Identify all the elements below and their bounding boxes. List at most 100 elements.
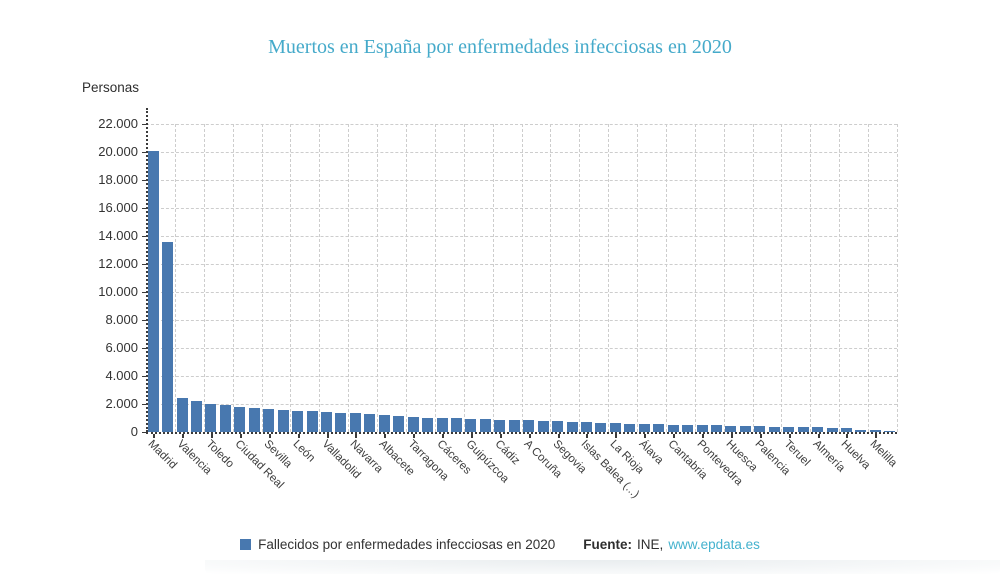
bar[interactable] [465, 418, 477, 432]
bar[interactable] [552, 421, 564, 432]
source-line: Fuente: INE, www.epdata.es [583, 537, 760, 552]
v-gridline [290, 124, 292, 432]
v-gridline [405, 124, 407, 432]
bar[interactable] [638, 424, 650, 432]
bar[interactable] [162, 241, 174, 432]
v-gridline [839, 124, 841, 432]
v-gridline [637, 124, 639, 432]
x-tick-mark [239, 434, 242, 438]
bar[interactable] [292, 410, 304, 432]
x-tick-label: León [290, 438, 317, 465]
bar[interactable] [407, 416, 419, 432]
y-tick-label: 10.000 [98, 284, 138, 299]
bar[interactable] [248, 407, 260, 432]
bar[interactable] [566, 422, 578, 432]
v-gridline [463, 124, 465, 432]
v-gridline [174, 124, 176, 432]
x-tick-mark [528, 434, 531, 438]
bar[interactable] [234, 406, 246, 432]
bar[interactable] [378, 415, 390, 432]
source-prefix: Fuente: [583, 537, 633, 552]
bar[interactable] [710, 425, 722, 432]
v-gridline [897, 124, 898, 432]
y-tick-label: 22.000 [98, 116, 138, 131]
bar[interactable] [508, 420, 520, 432]
bar[interactable] [147, 150, 159, 432]
x-tick-mark [702, 434, 705, 438]
bar[interactable] [393, 416, 405, 432]
bar[interactable] [219, 404, 231, 432]
bar[interactable] [840, 427, 852, 432]
y-tick-label: 2.000 [105, 396, 138, 411]
bar[interactable] [624, 423, 636, 432]
bar[interactable] [436, 418, 448, 432]
legend-swatch-icon [240, 539, 252, 550]
bar[interactable] [523, 420, 535, 432]
bar[interactable] [349, 413, 361, 432]
bar[interactable] [335, 412, 347, 432]
x-tick-mark [326, 434, 329, 438]
bar[interactable] [682, 424, 694, 432]
bar[interactable] [306, 411, 318, 432]
y-tick-label: 20.000 [98, 144, 138, 159]
bar[interactable] [479, 418, 491, 432]
bar[interactable] [422, 417, 434, 432]
x-tick-mark [644, 434, 647, 438]
bar[interactable] [191, 400, 203, 432]
v-gridline [752, 124, 754, 432]
y-tick-mark [142, 124, 146, 125]
bar[interactable] [321, 411, 333, 432]
bar[interactable] [826, 427, 838, 432]
x-tick-mark [817, 434, 820, 438]
y-tick-label: 16.000 [98, 200, 138, 215]
bar[interactable] [783, 426, 795, 432]
bar[interactable] [176, 398, 188, 432]
y-tick-label: 14.000 [98, 228, 138, 243]
y-tick-mark [142, 180, 146, 181]
v-gridline [723, 124, 725, 432]
v-gridline [694, 124, 696, 432]
bar[interactable] [797, 427, 809, 432]
bar[interactable] [884, 431, 896, 432]
x-tick-mark [846, 434, 849, 438]
v-gridline [434, 124, 436, 432]
x-tick-mark [673, 434, 676, 438]
x-tick-mark [557, 434, 560, 438]
bar[interactable] [696, 425, 708, 432]
v-gridline [550, 124, 552, 432]
v-gridline [608, 124, 610, 432]
bar[interactable] [494, 419, 506, 432]
bar[interactable] [263, 409, 275, 432]
v-gridline [810, 124, 812, 432]
bar[interactable] [667, 424, 679, 432]
bar[interactable] [869, 430, 881, 432]
legend-item[interactable]: Fallecidos por enfermedades infecciosas … [240, 537, 555, 552]
bar[interactable] [855, 429, 867, 432]
bar[interactable] [739, 425, 751, 432]
bar[interactable] [277, 409, 289, 432]
bar[interactable] [364, 413, 376, 432]
v-gridline [348, 124, 350, 432]
bar[interactable] [205, 404, 217, 432]
y-tick-mark [142, 376, 146, 377]
x-tick-mark [875, 434, 878, 438]
bar[interactable] [537, 421, 549, 432]
bar[interactable] [812, 427, 824, 432]
bar[interactable] [451, 418, 462, 432]
bar[interactable] [595, 422, 607, 432]
bar[interactable] [725, 425, 737, 432]
bar[interactable] [653, 424, 665, 432]
bar[interactable] [768, 426, 780, 432]
bar[interactable] [754, 426, 766, 432]
v-gridline [319, 124, 321, 432]
source-link[interactable]: www.epdata.es [668, 537, 760, 552]
y-tick-label: 12.000 [98, 256, 138, 271]
bar[interactable] [609, 423, 621, 432]
v-gridline [377, 124, 379, 432]
v-gridline [521, 124, 523, 432]
bar[interactable] [580, 422, 592, 432]
x-tick-label: Madrid [145, 438, 180, 472]
chart-title: Muertos en España por enfermedades infec… [268, 36, 732, 58]
